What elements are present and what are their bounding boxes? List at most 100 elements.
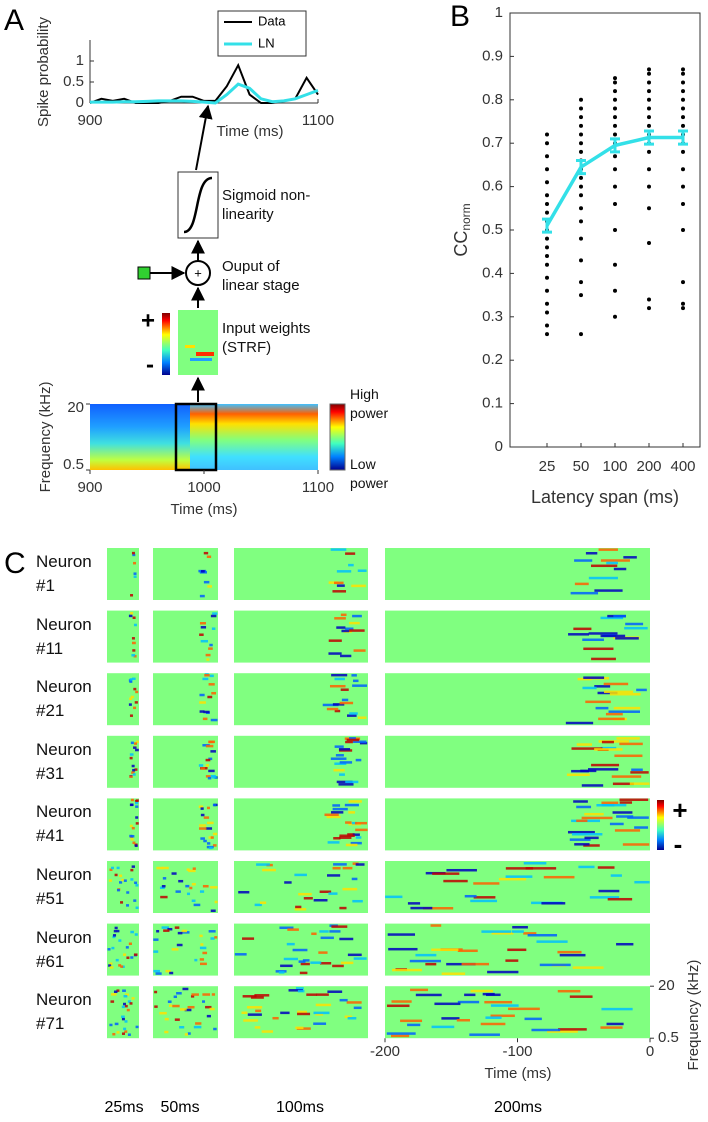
y-axis-label: Frequency (kHz)	[685, 960, 702, 1071]
strf-texture	[523, 862, 547, 865]
strf-texture	[299, 971, 308, 975]
data-point	[545, 236, 549, 241]
strf-texture	[597, 866, 615, 869]
strf-texture	[470, 899, 498, 903]
strf-texture	[129, 803, 133, 807]
strf-texture	[210, 614, 217, 618]
data-point	[647, 149, 651, 154]
strf-panel	[234, 798, 368, 851]
strf-texture	[349, 712, 358, 715]
strf-texture	[334, 617, 346, 620]
strf-texture	[584, 836, 599, 840]
strf-texture	[461, 962, 490, 966]
strf-texture	[131, 771, 135, 774]
data-point	[613, 80, 617, 85]
data-point	[579, 236, 583, 241]
strf-texture	[272, 1016, 279, 1020]
strf-texture	[130, 878, 134, 881]
strf-texture	[313, 1011, 330, 1015]
data-point	[545, 245, 549, 250]
strf-texture	[133, 623, 137, 627]
strf-texture	[347, 833, 355, 836]
strf-texture	[590, 564, 618, 568]
strf-texture	[326, 815, 341, 819]
data-point	[681, 67, 685, 72]
strf-texture	[179, 1025, 185, 1029]
strf-texture	[598, 889, 620, 893]
strf-texture	[199, 962, 207, 966]
strf-texture	[600, 1026, 623, 1029]
strf-texture	[583, 844, 600, 847]
strf-texture	[464, 993, 476, 997]
data-point	[545, 323, 549, 328]
strf-texture	[203, 580, 210, 584]
strf-texture	[130, 838, 134, 841]
strf-texture	[334, 677, 345, 681]
strf-texture	[124, 1004, 128, 1008]
strf-texture	[557, 950, 582, 954]
strf-texture	[344, 1015, 352, 1019]
y-tick-label: 0.3	[482, 308, 503, 325]
strf-texture	[341, 629, 350, 633]
strf-texture	[334, 745, 344, 748]
strf-texture	[407, 902, 421, 905]
strf-texture	[347, 1016, 357, 1020]
strf-texture	[132, 841, 136, 845]
strf-texture	[601, 801, 619, 805]
strf-texture	[566, 773, 590, 777]
strf-panel	[385, 548, 650, 600]
strf-texture	[279, 926, 294, 930]
data-point	[579, 149, 583, 154]
strf-texture	[120, 965, 124, 968]
strf-texture	[330, 757, 347, 760]
strf-texture	[133, 953, 138, 956]
strf-texture	[250, 996, 264, 999]
strf-texture	[171, 872, 177, 875]
column-label: 25ms	[104, 1099, 143, 1116]
strf-texture	[600, 746, 617, 750]
strf-texture	[326, 707, 339, 711]
strf-texture	[576, 819, 588, 823]
strf-texture	[115, 958, 119, 962]
strf-texture	[339, 773, 345, 776]
column-label: 50ms	[160, 1099, 199, 1116]
strf-texture	[333, 837, 341, 840]
data-point	[545, 167, 549, 172]
strf-texture	[203, 816, 210, 819]
strf-texture	[198, 764, 204, 767]
strf-texture	[280, 1011, 290, 1015]
strf-texture	[286, 942, 295, 946]
strf-texture	[630, 771, 649, 774]
data-point	[579, 175, 583, 180]
strf-texture	[446, 868, 477, 872]
strf-texture	[584, 812, 604, 816]
error-bar	[542, 217, 552, 234]
strf-texture	[208, 769, 215, 773]
strf-texture	[473, 896, 496, 899]
colorbar-label: -	[146, 351, 154, 378]
strf-texture	[165, 969, 171, 973]
strf-texture	[355, 836, 362, 839]
y-tick-label: 0.5	[658, 1029, 679, 1046]
data-point	[545, 132, 549, 137]
strf-texture	[154, 990, 158, 994]
strf-texture	[585, 700, 611, 704]
strf-texture	[571, 747, 603, 750]
strf-texture	[113, 993, 117, 996]
strf-texture	[600, 634, 626, 638]
strf-texture	[131, 997, 135, 1000]
strf-texture	[505, 959, 519, 962]
strf-texture	[163, 929, 170, 932]
strf-texture	[619, 798, 649, 801]
strf-texture	[199, 934, 203, 938]
strf-texture	[624, 626, 648, 630]
data-point	[647, 123, 651, 128]
strf-texture	[184, 1033, 188, 1036]
strf-texture	[129, 753, 134, 756]
strf-texture	[176, 943, 183, 947]
data-point	[681, 228, 685, 232]
strf-texture	[199, 693, 205, 697]
strf-texture	[339, 834, 355, 837]
strf-texture	[570, 591, 599, 595]
strf-texture	[391, 968, 422, 972]
